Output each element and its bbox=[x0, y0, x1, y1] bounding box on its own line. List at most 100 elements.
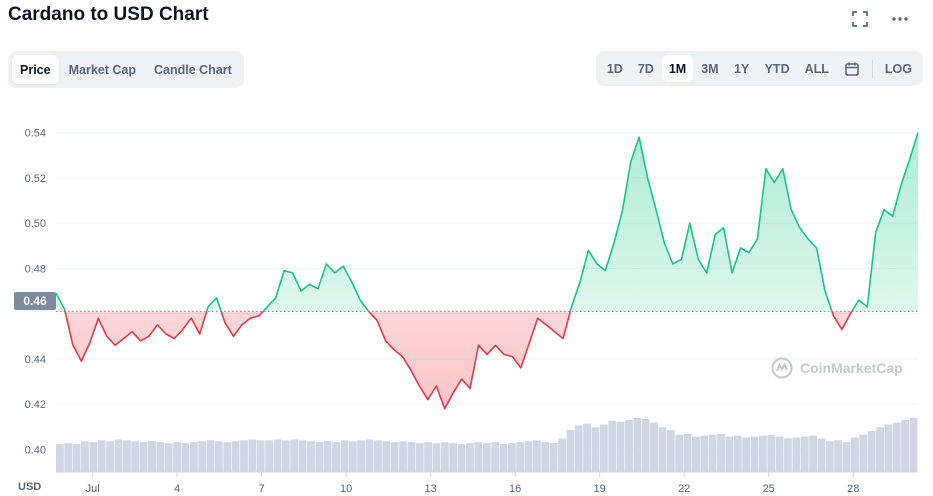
x-tick-label: Jul bbox=[86, 483, 100, 495]
watermark-text: CoinMarketCap bbox=[800, 360, 903, 376]
volume-bar bbox=[834, 440, 843, 472]
volume-bar bbox=[800, 436, 809, 472]
volume-bar bbox=[507, 443, 516, 472]
volume-bar bbox=[876, 427, 884, 472]
volume-bar bbox=[281, 440, 290, 472]
volume-bar bbox=[700, 435, 709, 472]
range-ytd[interactable]: YTD bbox=[764, 61, 790, 76]
volume-bar bbox=[415, 443, 424, 472]
volume-bar bbox=[767, 434, 776, 472]
volume-bar bbox=[549, 443, 558, 472]
volume-bar bbox=[164, 443, 173, 472]
range-divider bbox=[871, 59, 873, 78]
range-1m[interactable]: 1M bbox=[661, 55, 694, 82]
volume-bar bbox=[307, 441, 315, 472]
price-area-down bbox=[56, 311, 918, 409]
calendar-icon[interactable] bbox=[837, 55, 867, 82]
volume-bar bbox=[106, 441, 114, 472]
volume-bar bbox=[64, 443, 73, 472]
volume-bar bbox=[742, 437, 751, 472]
volume-bar bbox=[323, 441, 332, 472]
volume-bar bbox=[265, 440, 273, 472]
volume-bar bbox=[424, 442, 433, 472]
expand-icon[interactable] bbox=[849, 8, 871, 30]
tab-market-cap[interactable]: Market Cap bbox=[68, 62, 136, 77]
coinmarketcap-watermark: CoinMarketCap bbox=[770, 356, 903, 380]
volume-bar bbox=[909, 418, 918, 472]
volume-bar bbox=[533, 440, 541, 472]
volume-bar bbox=[708, 434, 717, 472]
volume-bar bbox=[148, 441, 156, 472]
y-tick-label: 0.48 bbox=[25, 263, 46, 275]
volume-bar bbox=[139, 442, 148, 472]
volume-bar bbox=[558, 438, 566, 472]
range-all[interactable]: ALL bbox=[804, 61, 829, 76]
x-tick-label: 7 bbox=[259, 483, 265, 495]
volume-bar bbox=[298, 440, 307, 472]
y-tick-label: 0.44 bbox=[25, 354, 46, 366]
volume-bar bbox=[440, 442, 449, 472]
volume-bar bbox=[884, 424, 893, 472]
volume-bar bbox=[206, 440, 215, 472]
range-7d[interactable]: 7D bbox=[637, 61, 654, 76]
volume-bar bbox=[223, 442, 232, 472]
volume-bar bbox=[432, 443, 441, 472]
chart-type-tabs: Price Market Cap Candle Chart bbox=[8, 51, 244, 88]
more-horizontal-icon[interactable] bbox=[889, 8, 911, 30]
volume-bar bbox=[825, 441, 834, 472]
range-1d[interactable]: 1D bbox=[606, 61, 623, 76]
volume-bar bbox=[215, 441, 223, 472]
x-tick-label: 4 bbox=[174, 483, 180, 495]
volume-bar bbox=[784, 438, 792, 472]
volume-bar bbox=[859, 434, 868, 472]
volume-bar bbox=[399, 441, 407, 472]
y-tick-label: 0.50 bbox=[25, 218, 46, 230]
range-3m[interactable]: 3M bbox=[701, 61, 719, 76]
y-tick-label: 0.40 bbox=[25, 444, 46, 456]
volume-bar bbox=[675, 434, 684, 472]
currency-label: USD bbox=[18, 481, 42, 493]
volume-bar bbox=[892, 422, 901, 472]
volume-bar bbox=[382, 441, 391, 472]
volume-bar bbox=[156, 442, 165, 472]
volume-bar bbox=[491, 442, 499, 472]
range-1y[interactable]: 1Y bbox=[733, 61, 750, 76]
y-tick-label: 0.42 bbox=[25, 399, 46, 411]
volume-bar bbox=[608, 420, 617, 472]
tab-price[interactable]: Price bbox=[12, 55, 59, 84]
volume-bar bbox=[750, 436, 759, 472]
volume-bar bbox=[516, 442, 525, 472]
tab-candle-chart[interactable]: Candle Chart bbox=[153, 62, 232, 77]
volume-bar bbox=[189, 442, 198, 472]
volume-bar bbox=[524, 441, 533, 472]
volume-bar bbox=[114, 439, 123, 472]
current-price-badge: 0.46 bbox=[14, 292, 56, 310]
volume-bar bbox=[198, 441, 207, 472]
volume-bar bbox=[181, 443, 190, 472]
volume-bar bbox=[616, 421, 625, 472]
price-line-up bbox=[55, 132, 919, 312]
volume-bar bbox=[591, 427, 600, 472]
time-range-selector: 1D 7D 1M 3M 1Y YTD ALL LOG bbox=[595, 51, 923, 86]
volume-bar bbox=[792, 437, 801, 472]
volume-bar bbox=[348, 441, 357, 472]
volume-bar bbox=[449, 443, 458, 472]
volume-bar bbox=[717, 433, 725, 472]
volume-bar bbox=[357, 440, 366, 472]
volume-bar bbox=[332, 442, 340, 472]
volume-bar bbox=[499, 444, 508, 472]
volume-bar bbox=[775, 436, 784, 472]
volume-bar bbox=[574, 425, 583, 472]
x-tick-label: 25 bbox=[763, 483, 775, 495]
volume-bar bbox=[290, 439, 299, 472]
volume-bar bbox=[566, 430, 575, 472]
volume-bar bbox=[583, 423, 592, 472]
y-tick-label: 0.54 bbox=[25, 128, 46, 140]
volume-bar bbox=[81, 441, 89, 472]
log-scale-toggle[interactable]: LOG bbox=[884, 61, 912, 76]
volume-bar bbox=[89, 442, 98, 472]
volume-bar bbox=[315, 442, 324, 472]
x-tick-label: 10 bbox=[340, 483, 352, 495]
x-tick-label: 16 bbox=[509, 483, 521, 495]
